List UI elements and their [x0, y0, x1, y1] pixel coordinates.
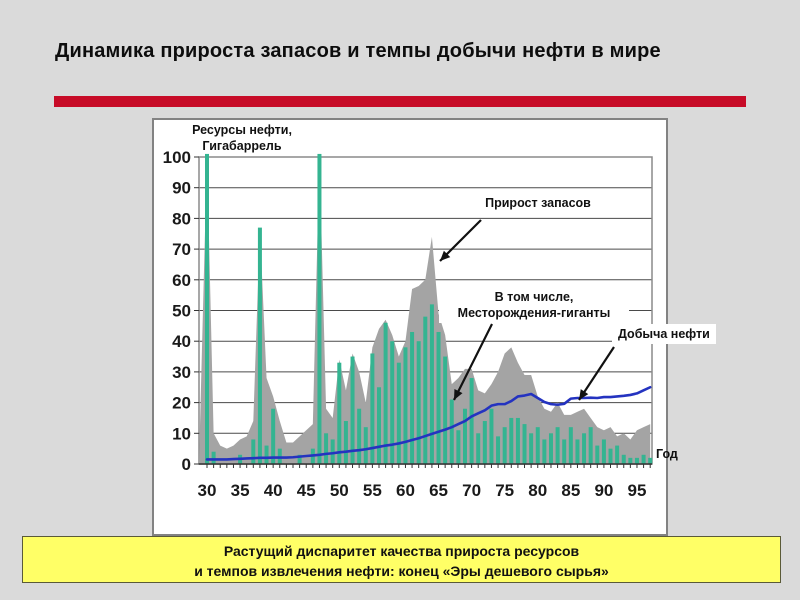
- svg-text:80: 80: [528, 481, 547, 500]
- svg-text:75: 75: [495, 481, 514, 500]
- svg-text:10: 10: [172, 424, 191, 443]
- footer-line2: и темпов извлечения нефти: конец «Эры де…: [194, 563, 609, 579]
- annotation-giant-fields: В том числе, Месторождения-гиганты: [439, 287, 629, 323]
- svg-text:65: 65: [429, 481, 448, 500]
- svg-text:30: 30: [172, 363, 191, 382]
- annotation-reserve-growth: Прирост запасов: [485, 196, 591, 210]
- svg-text:90: 90: [172, 179, 191, 198]
- slide-title: Динамика приростa запасов и темпы добычи…: [55, 40, 661, 62]
- svg-text:60: 60: [172, 271, 191, 290]
- annotation-giant-fields-line2: Месторождения-гиганты: [457, 306, 611, 320]
- svg-text:45: 45: [297, 481, 316, 500]
- footer-banner: Растущий диспаритет качества прироста ре…: [22, 536, 781, 583]
- y-axis-title-line1: Ресурсы нефти,: [192, 123, 292, 137]
- svg-text:100: 100: [163, 148, 191, 167]
- svg-text:90: 90: [594, 481, 613, 500]
- svg-text:50: 50: [172, 302, 191, 321]
- svg-text:30: 30: [198, 481, 217, 500]
- chart-panel: 30 35 40 45 50 55 60 65 70 75 80 85 90 95 0 10 20 30 40 50 6…: [152, 118, 716, 536]
- svg-text:55: 55: [363, 481, 382, 500]
- svg-text:95: 95: [628, 481, 647, 500]
- svg-text:50: 50: [330, 481, 349, 500]
- svg-text:80: 80: [172, 209, 191, 228]
- y-axis-title: Ресурсы нефти, Гигабаррель: [167, 122, 317, 154]
- x-axis-title: Год: [656, 447, 678, 461]
- svg-text:40: 40: [172, 332, 191, 351]
- svg-text:0: 0: [182, 455, 191, 474]
- svg-text:20: 20: [172, 394, 191, 413]
- svg-text:40: 40: [264, 481, 283, 500]
- annotation-oil-production: Добыча нефти: [612, 324, 716, 344]
- combo-chart: 30 35 40 45 50 55 60 65 70 75 80 85 90 95 0 10 20 30 40 50 6…: [163, 148, 653, 500]
- svg-text:70: 70: [172, 240, 191, 259]
- svg-text:35: 35: [231, 481, 250, 500]
- svg-text:60: 60: [396, 481, 415, 500]
- svg-text:85: 85: [561, 481, 580, 500]
- footer-line1: Растущий диспаритет качества прироста ре…: [223, 543, 580, 559]
- accent-bar: [54, 96, 746, 107]
- svg-text:70: 70: [462, 481, 481, 500]
- y-axis-title-line2: Гигабаррель: [202, 139, 282, 153]
- annotation-giant-fields-line1: В том числе,: [494, 290, 574, 304]
